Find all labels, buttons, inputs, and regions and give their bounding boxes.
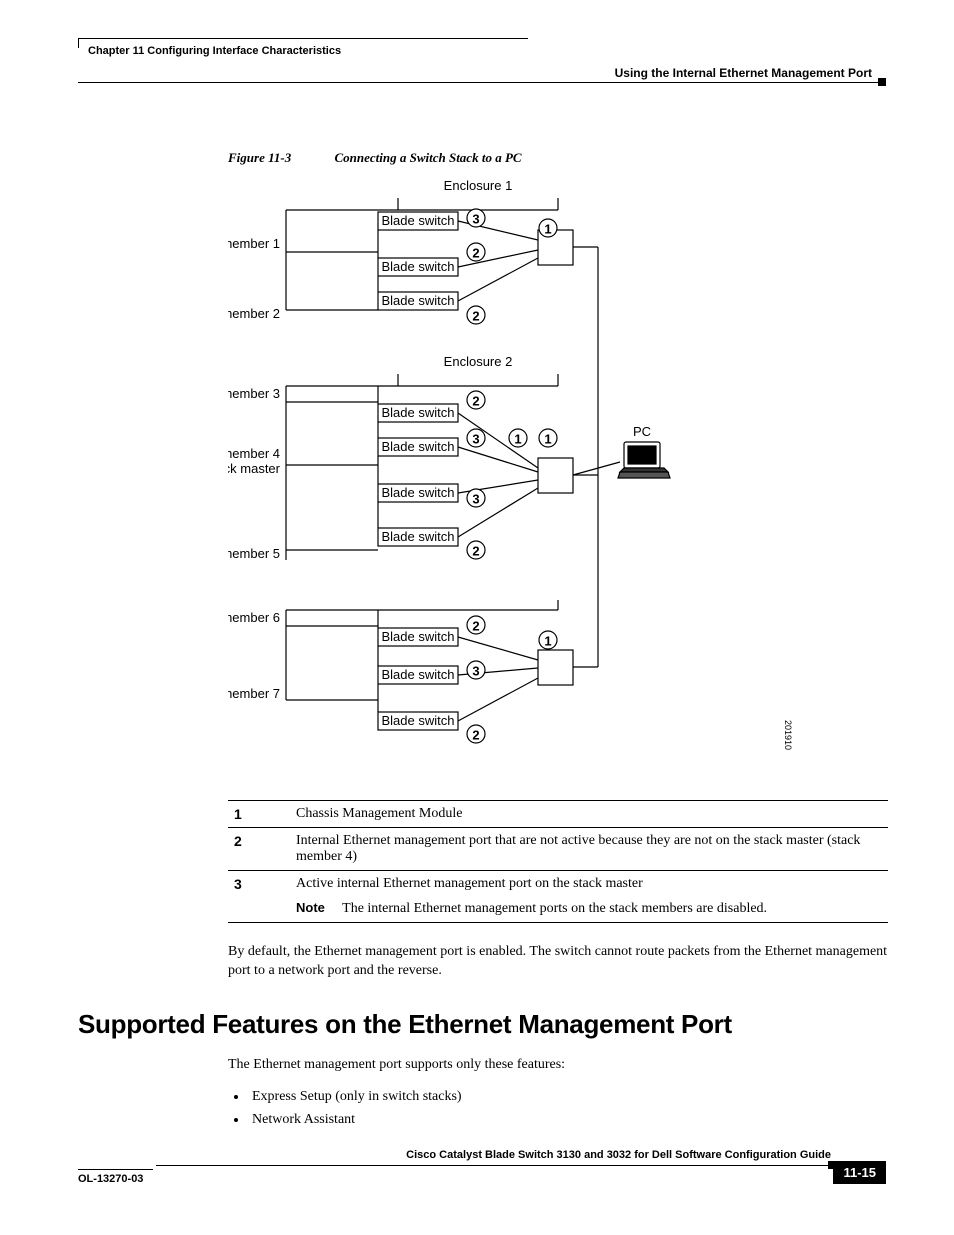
enclosure2-label: Enclosure 2 — [444, 354, 513, 369]
svg-text:1: 1 — [544, 222, 551, 237]
legend-table: 1 Chassis Management Module 2 Internal E… — [228, 800, 888, 923]
stack-member-1-label: Stack member 1 — [228, 236, 280, 251]
stack-member-7-label: Stack member 7 — [228, 686, 280, 701]
footer-doc-title: Cisco Catalyst Blade Switch 3130 and 303… — [406, 1149, 831, 1161]
note-text: The internal Ethernet management ports o… — [342, 901, 767, 916]
stack-member-5-label: Stack member 5 — [228, 546, 280, 561]
section-label: Using the Internal Ethernet Management P… — [615, 66, 872, 80]
svg-text:1: 1 — [544, 432, 551, 447]
figure-title: Connecting a Switch Stack to a PC — [334, 150, 521, 165]
table-row: 3 Active internal Ethernet management po… — [228, 871, 888, 923]
header-tick — [78, 38, 79, 48]
svg-text:Blade switch: Blade switch — [382, 259, 455, 274]
feature-list: Express Setup (only in switch stacks) Ne… — [228, 1085, 888, 1133]
header-square — [878, 78, 886, 86]
svg-text:2: 2 — [472, 309, 479, 324]
body-paragraph-2: The Ethernet management port supports on… — [228, 1056, 888, 1075]
page-number: 11-15 — [833, 1161, 886, 1184]
svg-text:Blade switch: Blade switch — [382, 213, 455, 228]
svg-text:2: 2 — [472, 544, 479, 559]
table-row: 1 Chassis Management Module — [228, 801, 888, 828]
svg-text:2: 2 — [472, 394, 479, 409]
chapter-label: Chapter 11 Configuring Interface Charact… — [88, 45, 341, 57]
stack-member-6-label: Stack member 6 — [228, 610, 280, 625]
svg-text:and stack master: and stack master — [228, 461, 281, 476]
svg-text:1: 1 — [544, 634, 551, 649]
svg-text:Blade switch: Blade switch — [382, 529, 455, 544]
computer-icon — [618, 442, 670, 478]
note-label: Note — [296, 900, 325, 915]
legend-text-1: Chassis Management Module — [290, 801, 888, 828]
svg-text:3: 3 — [472, 492, 479, 507]
page-footer: Cisco Catalyst Blade Switch 3130 and 303… — [78, 1165, 886, 1205]
page-header: Chapter 11 Configuring Interface Charact… — [78, 30, 886, 90]
svg-text:2: 2 — [472, 246, 479, 261]
subheader-rule — [78, 82, 886, 83]
svg-text:3: 3 — [472, 664, 479, 679]
svg-text:Blade switch: Blade switch — [382, 629, 455, 644]
stack-member-2-label: Stack member 2 — [228, 306, 280, 321]
svg-text:Blade switch: Blade switch — [382, 485, 455, 500]
svg-text:Blade switch: Blade switch — [382, 667, 455, 682]
image-id: 201910 — [783, 720, 793, 750]
figure-block: Figure 11-3 Connecting a Switch Stack to… — [228, 150, 828, 760]
svg-text:2: 2 — [472, 728, 479, 743]
pc-label: PC — [633, 424, 651, 439]
legend-text-3: Active internal Ethernet management port… — [296, 876, 882, 892]
stack-member-3-label: Stack member 3 — [228, 386, 280, 401]
legend-key-3: 3 — [228, 871, 290, 923]
list-item: Network Assistant — [248, 1108, 888, 1132]
table-row: 2 Internal Ethernet management port that… — [228, 828, 888, 871]
svg-text:Blade switch: Blade switch — [382, 439, 455, 454]
header-rule — [78, 38, 528, 39]
svg-text:Blade switch: Blade switch — [382, 713, 455, 728]
svg-text:Blade switch: Blade switch — [382, 293, 455, 308]
footer-doc-id: OL-13270-03 — [78, 1173, 143, 1185]
svg-text:1: 1 — [514, 432, 521, 447]
enclosure1-label: Enclosure 1 — [444, 180, 513, 193]
svg-text:Stack member 4: Stack member 4 — [228, 446, 280, 461]
legend-key-2: 2 — [228, 828, 290, 871]
body-paragraph-1: By default, the Ethernet management port… — [228, 943, 888, 981]
legend-text-2: Internal Ethernet management port that a… — [290, 828, 888, 871]
footer-left-rule — [78, 1169, 153, 1170]
list-item: Express Setup (only in switch stacks) — [248, 1085, 888, 1109]
legend-key-1: 1 — [228, 801, 290, 828]
svg-text:3: 3 — [472, 432, 479, 447]
figure-caption: Figure 11-3 Connecting a Switch Stack to… — [228, 150, 828, 166]
figure-number: Figure 11-3 — [228, 150, 291, 165]
svg-text:3: 3 — [472, 212, 479, 227]
section-heading: Supported Features on the Ethernet Manag… — [78, 1009, 886, 1040]
svg-text:Blade switch: Blade switch — [382, 405, 455, 420]
footer-rule — [156, 1165, 836, 1166]
svg-text:2: 2 — [472, 619, 479, 634]
diagram-svg: Enclosure 1 Stack member 1 Blade switch … — [228, 180, 728, 760]
